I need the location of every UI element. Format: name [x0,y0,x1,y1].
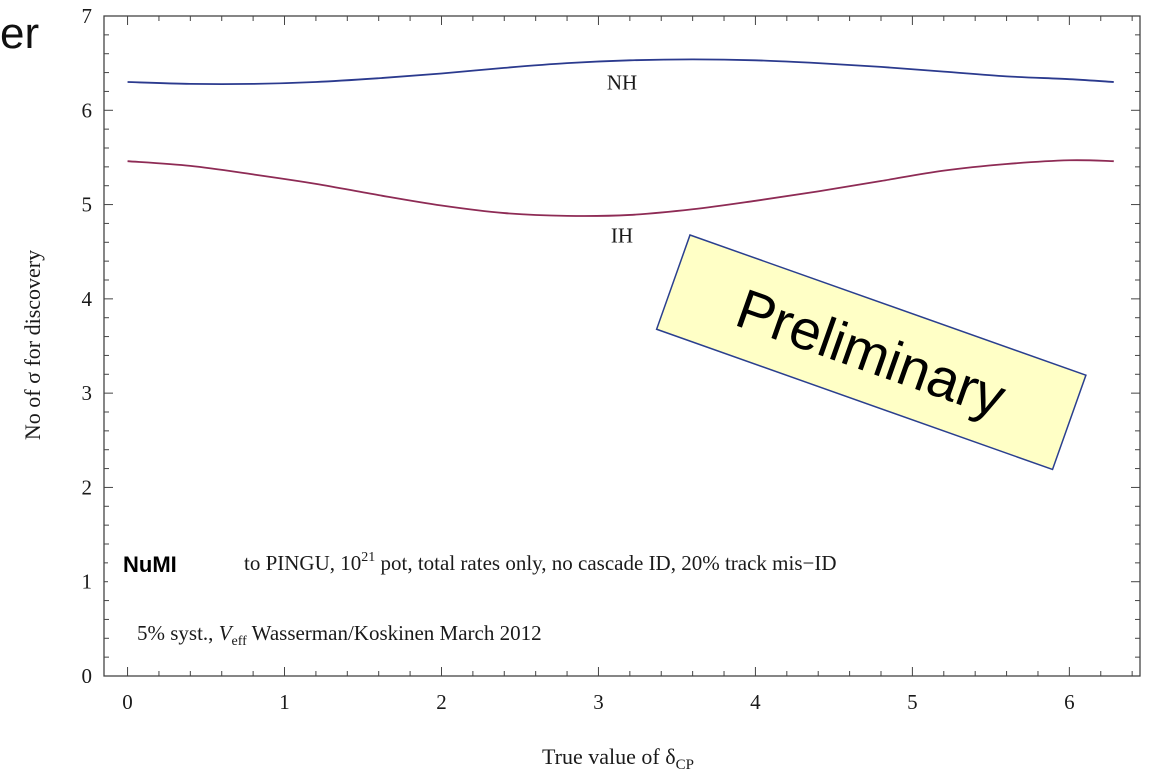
preliminary-stamp-box [655,234,1087,471]
x-tick-label: 2 [436,690,447,714]
series-line-nh [127,58,1114,86]
x-tick-label: 4 [750,690,761,714]
y-tick-label: 7 [82,4,93,28]
y-tick-label: 6 [82,98,93,122]
y-tick-label: 3 [82,381,93,405]
x-axis-title-subscript: CP [676,757,694,773]
curve-label-nh: NH [607,71,637,95]
x-tick-label: 5 [907,690,918,714]
annotation-line-2: 5% syst., Veff Wasserman/Koskinen March … [137,621,542,649]
x-tick-label: 0 [122,690,133,714]
y-tick-label: 1 [82,570,93,594]
preliminary-stamp: Preliminary [655,234,1087,471]
curve-label-ih: IH [611,223,633,247]
x-tick-label: 3 [593,690,604,714]
y-tick-label: 2 [82,475,93,499]
y-axis-title: No of σ for discovery [20,250,45,440]
x-axis-title-main: True value of δ [542,744,676,769]
x-tick-label: 6 [1064,690,1075,714]
x-tick-label: 1 [279,690,290,714]
slide-title-fragment: er [0,9,40,58]
numi-label-background [108,545,246,587]
annotation-block: NuMI to PINGU, 1021 pot, total rates onl… [108,545,837,649]
x-axis-title: True value of δCP [542,744,694,773]
annotation-line-1: to PINGU, 1021 pot, total rates only, no… [244,550,837,575]
y-tick-label: 5 [82,193,93,217]
y-tick-label: 0 [82,664,93,688]
plot-frame [103,15,1141,677]
numi-label: NuMI [123,552,177,577]
y-tick-label: 4 [82,287,93,311]
series-line-ih [127,159,1114,217]
